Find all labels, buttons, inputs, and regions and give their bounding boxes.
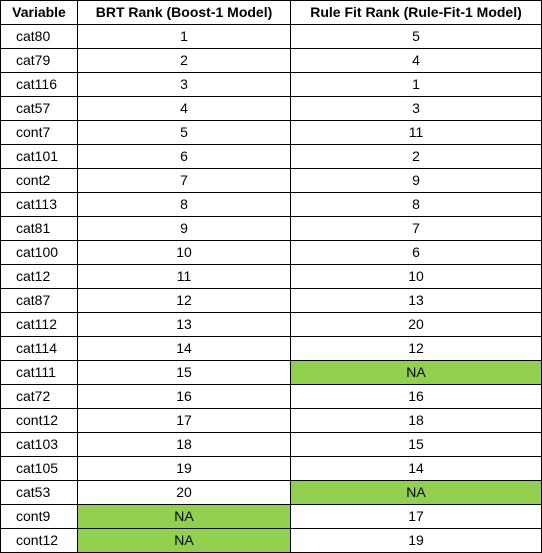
table-row: cat114 14 12 [0,336,542,361]
brt-rank-cell: 20 [77,480,291,505]
brt-rank-cell: 11 [77,264,291,289]
table-row: cat100 10 6 [0,240,542,265]
rulefit-rank-cell: 4 [290,48,542,73]
brt-rank-cell: 19 [77,456,291,481]
variable-cell: cat113 [0,192,78,217]
variable-cell: cat80 [0,24,78,49]
table-row: cat116 3 1 [0,72,542,97]
variable-cell: cont12 [0,408,78,433]
table-row: cont2 7 9 [0,168,542,193]
rulefit-rank-cell: 14 [290,456,542,481]
variable-cell: cat116 [0,72,78,97]
table-row: cat112 13 20 [0,312,542,337]
brt-rank-cell: NA [77,528,291,553]
brt-rank-cell: 9 [77,216,291,241]
rulefit-rank-cell: 2 [290,144,542,169]
table-row: cat105 19 14 [0,456,542,481]
rulefit-rank-cell: 9 [290,168,542,193]
rulefit-rank-cell: 12 [290,336,542,361]
brt-rank-cell: 7 [77,168,291,193]
rulefit-rank-cell: 17 [290,504,542,529]
brt-rank-cell: 14 [77,336,291,361]
rulefit-rank-cell: 8 [290,192,542,217]
brt-rank-cell: 15 [77,360,291,385]
table-row: cat101 6 2 [0,144,542,169]
rulefit-rank-cell: 1 [290,72,542,97]
variable-cell: cont9 [0,504,78,529]
variable-cell: cat53 [0,480,78,505]
brt-rank-cell: 2 [77,48,291,73]
rulefit-rank-cell: 5 [290,24,542,49]
rulefit-rank-cell: 10 [290,264,542,289]
table-row: cat79 2 4 [0,48,542,73]
table-row: cat87 12 13 [0,288,542,313]
variable-cell: cont2 [0,168,78,193]
brt-rank-cell: 10 [77,240,291,265]
table-row: cat72 16 16 [0,384,542,409]
rulefit-rank-cell: 7 [290,216,542,241]
brt-rank-cell: NA [77,504,291,529]
header-rulefit-rank: Rule Fit Rank (Rule-Fit-1 Model) [290,0,542,25]
variable-cell: cat101 [0,144,78,169]
brt-rank-cell: 8 [77,192,291,217]
table-row: cat103 18 15 [0,432,542,457]
brt-rank-cell: 4 [77,96,291,121]
table-row: cont12 17 18 [0,408,542,433]
variable-cell: cat112 [0,312,78,337]
rulefit-rank-cell: NA [290,480,542,505]
variable-cell: cat100 [0,240,78,265]
table-row: cat111 15 NA [0,360,542,385]
variable-cell: cat81 [0,216,78,241]
table-row: cat12 11 10 [0,264,542,289]
variable-cell: cat111 [0,360,78,385]
rulefit-rank-cell: 20 [290,312,542,337]
variable-cell: cat105 [0,456,78,481]
header-row: Variable BRT Rank (Boost-1 Model) Rule F… [0,0,542,25]
table-row: cat80 1 5 [0,24,542,49]
variable-cell: cont7 [0,120,78,145]
variable-cell: cat87 [0,288,78,313]
brt-rank-cell: 6 [77,144,291,169]
brt-rank-cell: 17 [77,408,291,433]
brt-rank-cell: 12 [77,288,291,313]
rulefit-rank-cell: NA [290,360,542,385]
table-row: cat53 20 NA [0,480,542,505]
table-body: cat80 1 5 cat79 2 4 cat116 3 1 cat57 4 3 cont7 5 11 cat… [0,24,542,553]
variable-cell: cat72 [0,384,78,409]
variable-cell: cat12 [0,264,78,289]
variable-cell: cont12 [0,528,78,553]
brt-rank-cell: 1 [77,24,291,49]
variable-cell: cat79 [0,48,78,73]
table-row: cont7 5 11 [0,120,542,145]
brt-rank-cell: 16 [77,384,291,409]
rulefit-rank-cell: 11 [290,120,542,145]
rulefit-rank-cell: 18 [290,408,542,433]
rulefit-rank-cell: 19 [290,528,542,553]
variable-cell: cat114 [0,336,78,361]
rulefit-rank-cell: 6 [290,240,542,265]
table-row: cat57 4 3 [0,96,542,121]
table-row: cont12 NA 19 [0,528,542,553]
brt-rank-cell: 3 [77,72,291,97]
variable-cell: cat57 [0,96,78,121]
brt-rank-cell: 18 [77,432,291,457]
rulefit-rank-cell: 16 [290,384,542,409]
rulefit-rank-cell: 3 [290,96,542,121]
variable-cell: cat103 [0,432,78,457]
table-row: cont9 NA 17 [0,504,542,529]
table-row: cat113 8 8 [0,192,542,217]
rulefit-rank-cell: 13 [290,288,542,313]
header-brt-rank: BRT Rank (Boost-1 Model) [77,0,291,25]
brt-rank-cell: 5 [77,120,291,145]
table-row: cat81 9 7 [0,216,542,241]
rulefit-rank-cell: 15 [290,432,542,457]
brt-rank-cell: 13 [77,312,291,337]
header-variable: Variable [0,0,78,25]
